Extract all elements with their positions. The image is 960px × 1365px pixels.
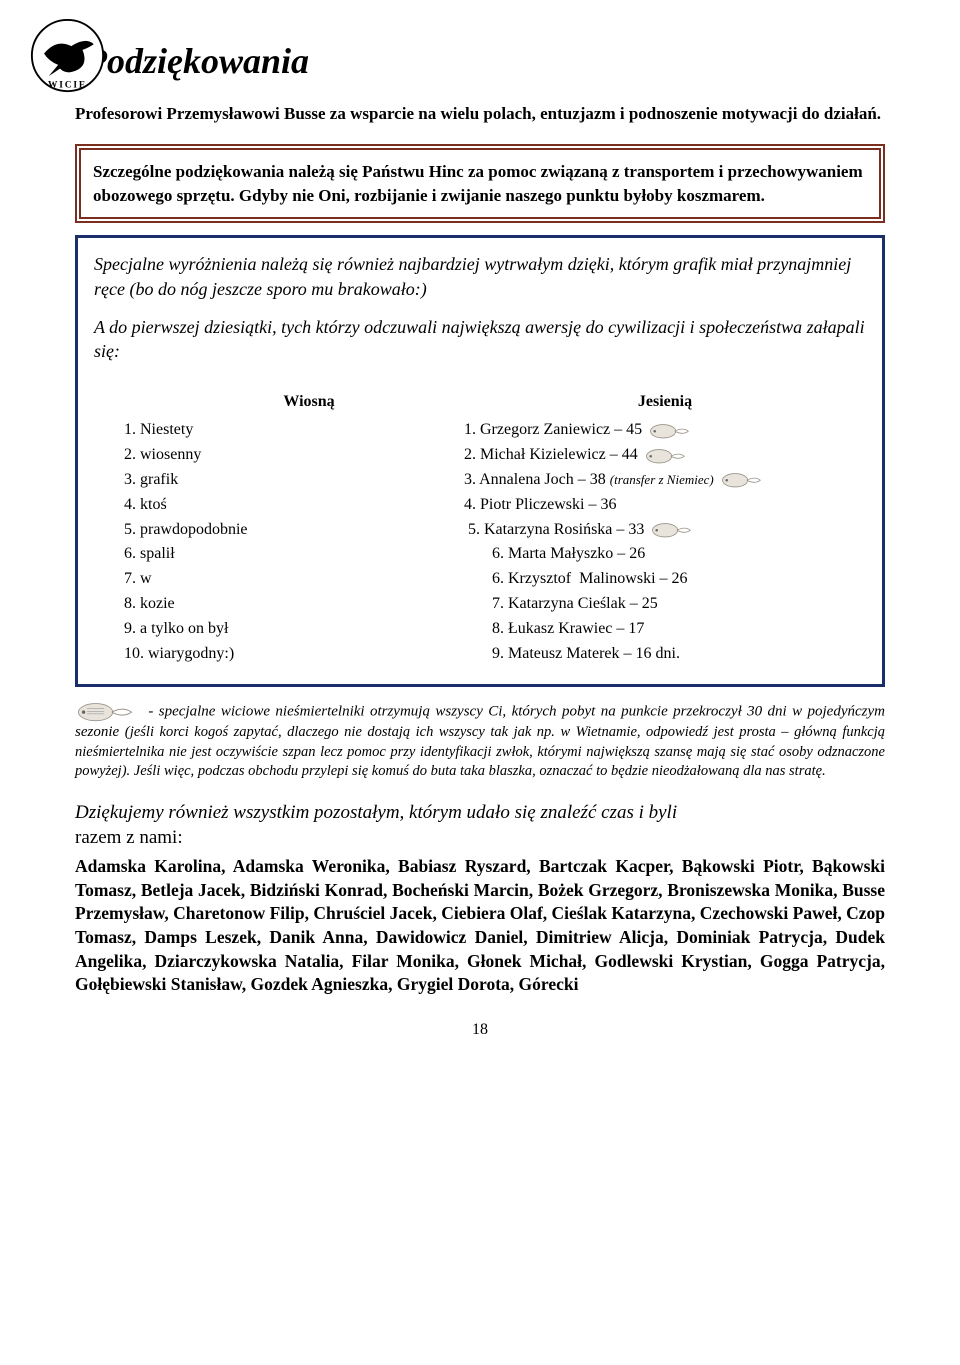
autumn-item: 6. Marta Małyszko – 26 bbox=[464, 542, 866, 567]
autumn-header: Jesienią bbox=[464, 390, 866, 415]
autumn-column: Jesienią 1. Grzegorz Zaniewicz – 45 2. M… bbox=[464, 390, 866, 667]
spring-item: 2. wiosenny bbox=[124, 443, 464, 468]
dogtag-icon bbox=[644, 447, 686, 465]
autumn-item: 7. Katarzyna Cieślak – 25 bbox=[464, 592, 866, 617]
box1-text: Szczególne podziękowania należą się Pańs… bbox=[93, 162, 863, 205]
dogtag-icon bbox=[648, 422, 690, 440]
logo-text: WICIE bbox=[48, 80, 87, 90]
spring-item: 5. prawdopodobnie bbox=[124, 518, 464, 543]
autumn-item: 3. Annalena Joch – 38 (transfer z Niemie… bbox=[464, 468, 866, 493]
org-logo: WICIE bbox=[30, 18, 105, 93]
rankings-columns: Wiosną 1. Niestety 2. wiosenny 3. grafik… bbox=[94, 390, 866, 667]
footnote: - specjalne wiciowe nieśmiertelniki otrz… bbox=[75, 701, 885, 782]
spring-item: 8. kozie bbox=[124, 592, 464, 617]
autumn-item: 6. Krzysztof Malinowski – 26 bbox=[464, 567, 866, 592]
box2-para2: A do pierwszej dziesiątki, tych którzy o… bbox=[94, 315, 866, 364]
autumn-item: 2. Michał Kizielewicz – 44 bbox=[464, 443, 866, 468]
autumn-item: 1. Grzegorz Zaniewicz – 45 bbox=[464, 418, 866, 443]
dogtag-icon bbox=[75, 701, 135, 723]
spring-item: 3. grafik bbox=[124, 468, 464, 493]
names-list: Adamska Karolina, Adamska Weronika, Babi… bbox=[75, 855, 885, 997]
closing-text: Dziękujemy również wszystkim pozostałym,… bbox=[75, 800, 885, 851]
page-title: Podziękowania bbox=[85, 40, 885, 82]
autumn-item: 8. Łukasz Krawiec – 17 bbox=[464, 617, 866, 642]
page-number: 18 bbox=[75, 1021, 885, 1039]
dogtag-icon bbox=[650, 521, 692, 539]
spring-item: 4. ktoś bbox=[124, 493, 464, 518]
autumn-item: 5. Katarzyna Rosińska – 33 bbox=[464, 518, 866, 543]
spring-item: 9. a tylko on był bbox=[124, 617, 464, 642]
spring-item: 6. spalił bbox=[124, 542, 464, 567]
autumn-item: 4. Piotr Pliczewski – 36 bbox=[464, 493, 866, 518]
spring-item: 7. w bbox=[124, 567, 464, 592]
spring-header: Wiosną bbox=[124, 390, 464, 415]
thanks-box-2: Specjalne wyróżnienia należą się również… bbox=[75, 235, 885, 687]
intro-text: Profesorowi Przemysławowi Busse za wspar… bbox=[75, 102, 885, 126]
autumn-item: 9. Mateusz Materek – 16 dni. bbox=[464, 642, 866, 667]
spring-column: Wiosną 1. Niestety 2. wiosenny 3. grafik… bbox=[94, 390, 464, 667]
spring-item: 1. Niestety bbox=[124, 418, 464, 443]
box2-para1: Specjalne wyróżnienia należą się również… bbox=[94, 252, 866, 301]
footnote-tail: podczas obchodu przylepi się komuś do bu… bbox=[198, 763, 826, 779]
thanks-box-1: Szczególne podziękowania należą się Pańs… bbox=[75, 144, 885, 224]
spring-item: 10. wiarygodny:) bbox=[124, 642, 464, 667]
dogtag-icon bbox=[720, 471, 762, 489]
